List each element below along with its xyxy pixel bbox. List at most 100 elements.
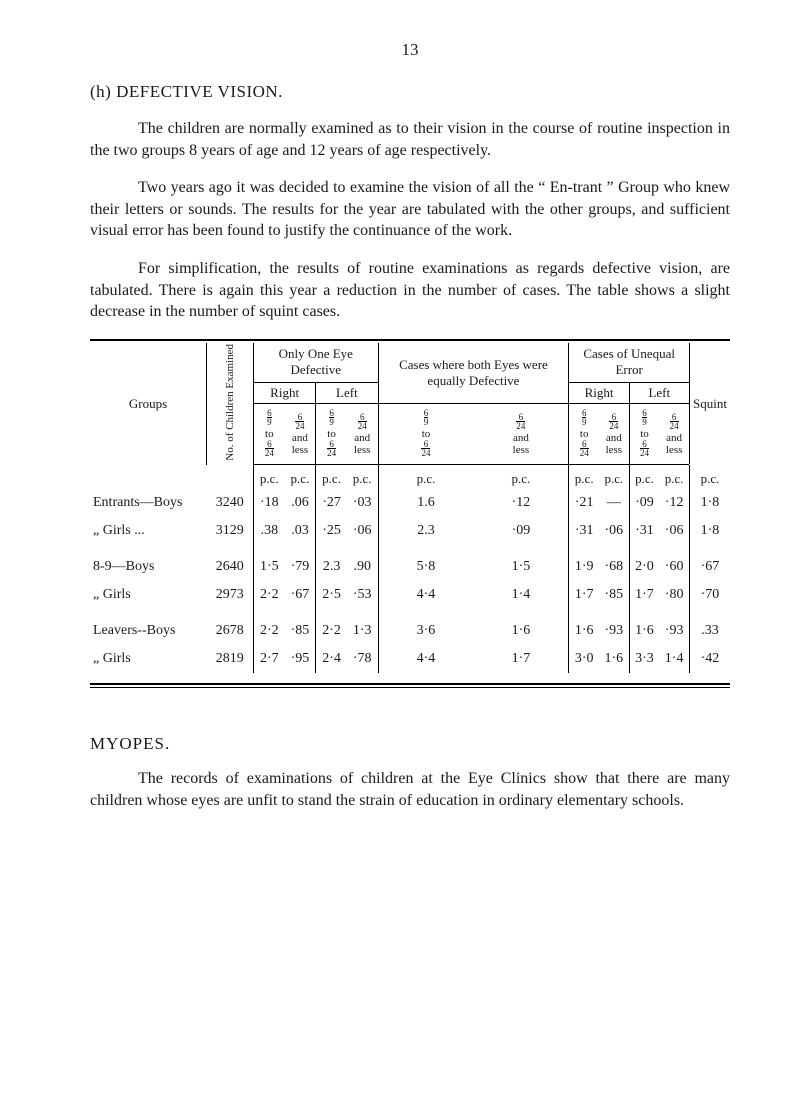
cell: ·85 [599, 581, 629, 609]
cell: 1·3 [347, 609, 378, 645]
cell: 2·2 [316, 609, 347, 645]
paragraph-1: The children are normally examined as to… [90, 118, 730, 161]
cell: 3·6 [378, 609, 473, 645]
row-label: „ Girls [90, 581, 207, 609]
hdr-only-one-eye: Only One Eye Defective [254, 343, 379, 382]
cell: 1·7 [473, 645, 568, 673]
cell: 1·4 [659, 645, 689, 673]
col-groups: Groups [90, 343, 207, 466]
paragraph-4: The records of examinations of children … [90, 768, 730, 811]
cell: 2.3 [316, 545, 347, 581]
cell: ·85 [285, 609, 316, 645]
row-n: 3240 [207, 489, 254, 517]
cell: 1·8 [689, 489, 730, 517]
cell: 2.3 [378, 517, 473, 545]
cell: ·03 [347, 489, 378, 517]
cell: 1·5 [254, 545, 285, 581]
row-n: 2640 [207, 545, 254, 581]
cell: ·06 [659, 517, 689, 545]
cell: ·78 [347, 645, 378, 673]
cell: ·93 [659, 609, 689, 645]
cell: 3·0 [569, 645, 599, 673]
cell: ·06 [347, 517, 378, 545]
cell: 2·2 [254, 581, 285, 609]
cell: ·67 [689, 545, 730, 581]
sub-d2: 624 and less [599, 404, 629, 464]
cell: ·67 [285, 581, 316, 609]
cell: 2·2 [254, 609, 285, 645]
cell: ·42 [689, 645, 730, 673]
paragraph-2: Two years ago it was decided to examine … [90, 177, 730, 242]
cell: 1.6 [378, 489, 473, 517]
hdr-right-1: Right [254, 382, 316, 404]
cell: 1·6 [599, 645, 629, 673]
cell: .90 [347, 545, 378, 581]
cell: 2·5 [316, 581, 347, 609]
cell: 1·9 [569, 545, 599, 581]
sub-b2: 624 and less [347, 404, 378, 464]
cell: ·06 [599, 517, 629, 545]
row-label: Entrants—Boys [90, 489, 207, 517]
table-row: „ Girls ...3129.38.03·25·062.3·09·31·06·… [90, 517, 730, 545]
cell: .06 [285, 489, 316, 517]
cell: ·53 [347, 581, 378, 609]
pc: p.c. [254, 465, 285, 489]
hdr-squint: Squint [689, 343, 730, 466]
col-no-examined: No. of Children Examined [207, 343, 254, 466]
sub-b1: 69 to 624 [316, 404, 347, 464]
cell: 5·8 [378, 545, 473, 581]
cell: 1·5 [473, 545, 568, 581]
myopes-heading: MYOPES. [90, 734, 730, 754]
cell: ·31 [629, 517, 659, 545]
vision-table: Groups No. of Children Examined Only One… [90, 339, 730, 689]
cell: 2·4 [316, 645, 347, 673]
row-n: 2973 [207, 581, 254, 609]
cell: 1·4 [473, 581, 568, 609]
cell: ·09 [629, 489, 659, 517]
cell: ·31 [569, 517, 599, 545]
cell: 4·4 [378, 645, 473, 673]
sub-a1: 69 to 624 [254, 404, 285, 464]
cell: 1·6 [473, 609, 568, 645]
cell: .38 [254, 517, 285, 545]
row-label: „ Girls ... [90, 517, 207, 545]
cell: ·12 [659, 489, 689, 517]
row-label: Leavers--Boys [90, 609, 207, 645]
cell: 4·4 [378, 581, 473, 609]
cell: ·80 [659, 581, 689, 609]
cell: 1·7 [629, 581, 659, 609]
hdr-unequal: Cases of Unequal Error [569, 343, 690, 382]
cell: 1·6 [569, 609, 599, 645]
cell: ·60 [659, 545, 689, 581]
sub-e2: 624 and less [659, 404, 689, 464]
sub-a2: 624 and less [285, 404, 316, 464]
sub-d1: 69 to 624 [569, 404, 599, 464]
row-n: 2819 [207, 645, 254, 673]
table-row: Entrants—Boys3240·18.06·27·031.6·12·21—·… [90, 489, 730, 517]
hdr-right-2: Right [569, 382, 629, 404]
page-number: 13 [90, 40, 730, 60]
cell: ·79 [285, 545, 316, 581]
cell: ·70 [689, 581, 730, 609]
cell: ·68 [599, 545, 629, 581]
table-row: „ Girls29732·2·672·5·534·41·41·7·851·7·8… [90, 581, 730, 609]
hdr-left-1: Left [316, 382, 378, 404]
cell: ·27 [316, 489, 347, 517]
section-heading: (h) DEFECTIVE VISION. [90, 82, 730, 102]
cell: 1·6 [629, 609, 659, 645]
hdr-both-eyes: Cases where both Eyes were equally Defec… [378, 343, 569, 404]
sub-c1: 69 to 624 [378, 404, 473, 464]
cell: ·18 [254, 489, 285, 517]
cell: 1·8 [689, 517, 730, 545]
row-label: „ Girls [90, 645, 207, 673]
cell: 1·7 [569, 581, 599, 609]
cell: ·93 [599, 609, 629, 645]
sub-c2: 624 and less [473, 404, 568, 464]
cell: ·09 [473, 517, 568, 545]
cell: 2·0 [629, 545, 659, 581]
cell: ·95 [285, 645, 316, 673]
hdr-left-2: Left [629, 382, 689, 404]
paragraph-3: For simplification, the results of routi… [90, 258, 730, 323]
row-label: 8-9—Boys [90, 545, 207, 581]
table-row: Leavers--Boys26782·2·852·21·33·61·61·6·9… [90, 609, 730, 645]
